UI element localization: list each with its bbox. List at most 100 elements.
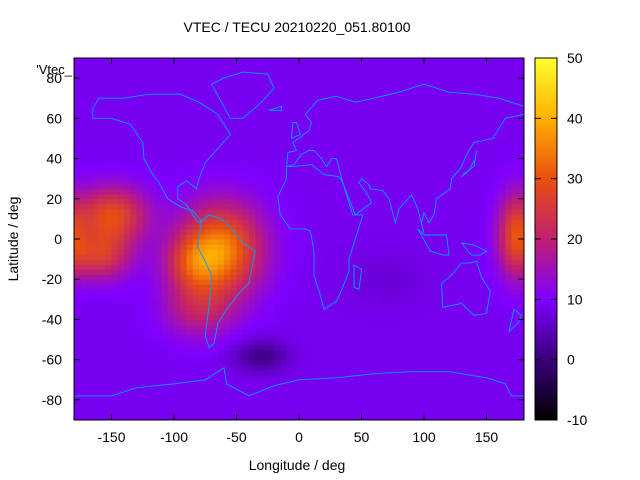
heatmap-cell <box>430 168 438 175</box>
heatmap-cell <box>492 329 500 336</box>
heatmap-cell <box>486 269 494 275</box>
heatmap-cell <box>217 244 225 250</box>
heatmap-cell <box>480 208 488 215</box>
heatmap-cell <box>199 294 206 300</box>
heatmap-cell <box>386 83 394 89</box>
heatmap-cell <box>311 103 319 109</box>
heatmap-cell <box>292 218 300 225</box>
heatmap-cell <box>424 223 431 230</box>
heatmap-cell <box>174 143 181 150</box>
heatmap-cell <box>486 108 494 114</box>
heatmap-cell <box>217 294 225 300</box>
heatmap-cell <box>405 349 413 356</box>
heatmap-cell <box>74 223 81 230</box>
heatmap-cell <box>205 414 213 420</box>
heatmap-cell <box>430 309 438 316</box>
heatmap-cell <box>274 58 281 64</box>
heatmap-cell <box>311 304 319 310</box>
heatmap-cell <box>217 354 225 361</box>
heatmap-cell <box>299 294 306 300</box>
heatmap-cell <box>167 354 175 361</box>
heatmap-cell <box>299 83 306 89</box>
heatmap-cell <box>199 128 206 135</box>
heatmap-cell <box>280 414 288 420</box>
heatmap-cell <box>105 163 113 170</box>
heatmap-cell <box>117 73 125 79</box>
heatmap-cell <box>111 374 119 381</box>
heatmap-cell <box>317 83 325 89</box>
heatmap-cell <box>211 294 219 300</box>
heatmap-cell <box>374 118 381 124</box>
heatmap-cell <box>274 279 281 285</box>
heatmap-cell <box>180 244 188 250</box>
heatmap-cell <box>467 249 475 255</box>
heatmap-cell <box>455 128 463 135</box>
heatmap-cell <box>261 404 269 411</box>
heatmap-cell <box>392 384 400 391</box>
heatmap-cell <box>330 98 338 104</box>
heatmap-cell <box>242 289 250 295</box>
heatmap-cell <box>324 344 331 351</box>
heatmap-cell <box>174 274 181 280</box>
heatmap-cell <box>92 339 100 346</box>
heatmap-cell <box>386 409 394 416</box>
heatmap-cell <box>186 123 194 129</box>
heatmap-cell <box>74 63 81 69</box>
heatmap-cell <box>299 324 306 331</box>
heatmap-cell <box>267 93 275 99</box>
heatmap-cell <box>480 113 488 119</box>
heatmap-cell <box>305 148 313 155</box>
heatmap-cell <box>155 58 163 64</box>
heatmap-cell <box>317 193 325 200</box>
heatmap-cell <box>386 349 394 356</box>
heatmap-cell <box>92 198 100 205</box>
heatmap-cell <box>392 379 400 386</box>
heatmap-cell <box>261 68 269 74</box>
heatmap-cell <box>386 58 394 64</box>
heatmap-cell <box>274 384 281 391</box>
heatmap-cell <box>424 254 431 260</box>
heatmap-cell <box>336 304 344 310</box>
heatmap-cell <box>492 223 500 230</box>
heatmap-cell <box>336 108 344 114</box>
heatmap-cell <box>236 168 244 175</box>
heatmap-cell <box>411 153 419 160</box>
heatmap-cell <box>349 269 356 275</box>
heatmap-cell <box>224 354 231 361</box>
heatmap-cell <box>505 409 513 416</box>
heatmap-cell <box>99 68 106 74</box>
heatmap-cell <box>405 138 413 145</box>
heatmap-cell <box>336 113 344 119</box>
heatmap-cell <box>261 249 269 255</box>
heatmap-cell <box>111 389 119 396</box>
heatmap-cell <box>280 339 288 346</box>
heatmap-cell <box>399 279 406 285</box>
heatmap-cell <box>280 334 288 341</box>
heatmap-cell <box>117 178 125 185</box>
heatmap-cell <box>305 153 313 160</box>
heatmap-cell <box>192 384 200 391</box>
heatmap-cell <box>299 344 306 351</box>
heatmap-cell <box>174 359 181 366</box>
heatmap-cell <box>499 239 506 245</box>
heatmap-cell <box>386 374 394 381</box>
heatmap-cell <box>355 103 363 109</box>
heatmap-cell <box>236 63 244 69</box>
heatmap-cell <box>267 269 275 275</box>
heatmap-cell <box>386 414 394 420</box>
heatmap-cell <box>80 233 88 240</box>
heatmap-cell <box>417 178 425 185</box>
heatmap-cell <box>74 93 81 99</box>
heatmap-cell <box>211 108 219 114</box>
heatmap-cell <box>399 233 406 240</box>
heatmap-cell <box>374 158 381 165</box>
heatmap-cell <box>342 379 350 386</box>
heatmap-cell <box>105 193 113 200</box>
heatmap-cell <box>374 193 381 200</box>
heatmap-cell <box>442 314 450 321</box>
heatmap-cell <box>386 334 394 341</box>
heatmap-cell <box>155 324 163 331</box>
heatmap-cell <box>199 394 206 401</box>
heatmap-cell <box>392 203 400 210</box>
heatmap-cell <box>136 359 144 366</box>
